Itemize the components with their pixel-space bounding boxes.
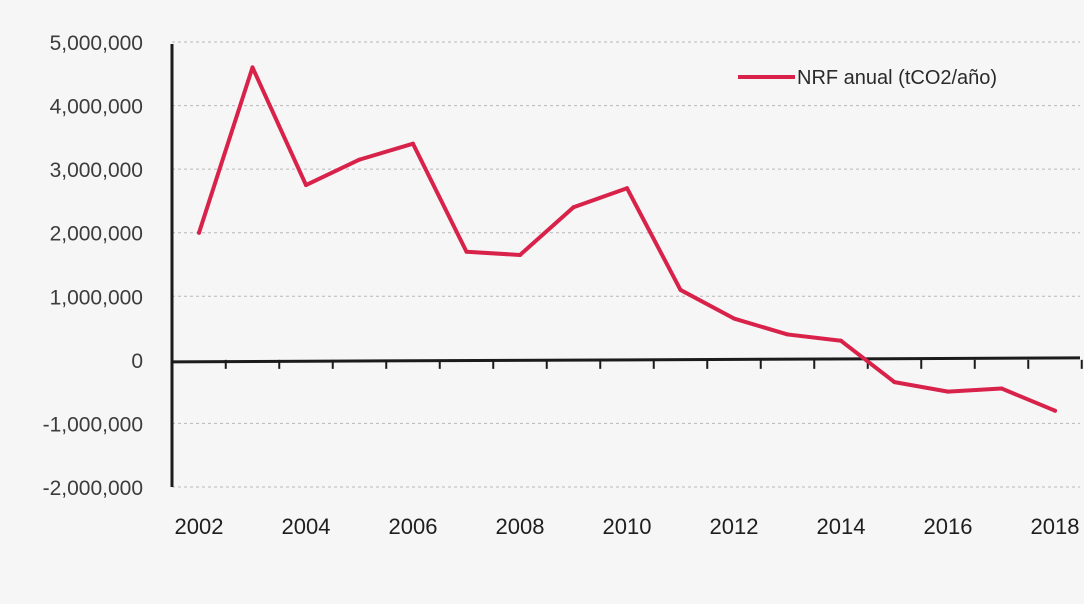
data-point — [571, 205, 576, 210]
y-tick-label: 0 — [131, 350, 143, 373]
x-tick-label: 2016 — [924, 514, 973, 539]
gridlines — [172, 41, 1080, 488]
series-lines — [197, 65, 1057, 413]
x-axis-tick-labels: 2002 2004 2006 2008 2010 2012 2014 2016 2018 — [175, 514, 1080, 539]
x-tick-label: 2014 — [817, 514, 866, 539]
x-tick-label: 2004 — [282, 514, 331, 539]
data-point — [518, 252, 522, 257]
x-tick-label: 2002 — [175, 514, 224, 539]
y-axis-tick-labels: 5,000,000 4,000,000 3,000,000 2,000,000 1,00… — [43, 32, 143, 500]
data-point — [892, 380, 897, 385]
x-axis-zero-line — [171, 356, 1081, 364]
y-tick-label: 4,000,000 — [50, 96, 143, 119]
data-point — [839, 338, 843, 343]
y-tick-label: 3,000,000 — [50, 159, 143, 182]
x-tick-label: 2006 — [389, 514, 438, 539]
data-point — [304, 183, 308, 188]
data-point — [1053, 408, 1057, 413]
data-point — [250, 65, 255, 70]
legend: NRF anual (tCO2/año) — [738, 67, 997, 89]
x-axis-ticks — [171, 359, 1083, 369]
y-tick-label: -2,000,000 — [43, 477, 143, 500]
axes — [170, 44, 1081, 487]
data-point — [464, 249, 469, 254]
x-tick-label: 2018 — [1031, 514, 1080, 539]
data-point — [678, 287, 683, 292]
y-tick-label: 1,000,000 — [50, 286, 143, 309]
data-point — [357, 157, 362, 162]
data-point — [197, 230, 201, 235]
data-point — [411, 141, 415, 146]
x-tick-label: 2012 — [710, 514, 759, 539]
data-point — [785, 332, 790, 337]
legend-label: NRF anual (tCO2/año) — [797, 67, 997, 89]
y-tick-label: -1,000,000 — [43, 413, 143, 436]
x-tick-label: 2008 — [496, 514, 545, 539]
data-point — [625, 186, 629, 191]
data-point — [999, 386, 1004, 391]
data-point — [732, 316, 736, 321]
y-tick-label: 5,000,000 — [50, 32, 143, 55]
y-tick-label: 2,000,000 — [50, 223, 143, 246]
x-tick-label: 2010 — [603, 514, 652, 539]
data-point — [946, 389, 950, 394]
